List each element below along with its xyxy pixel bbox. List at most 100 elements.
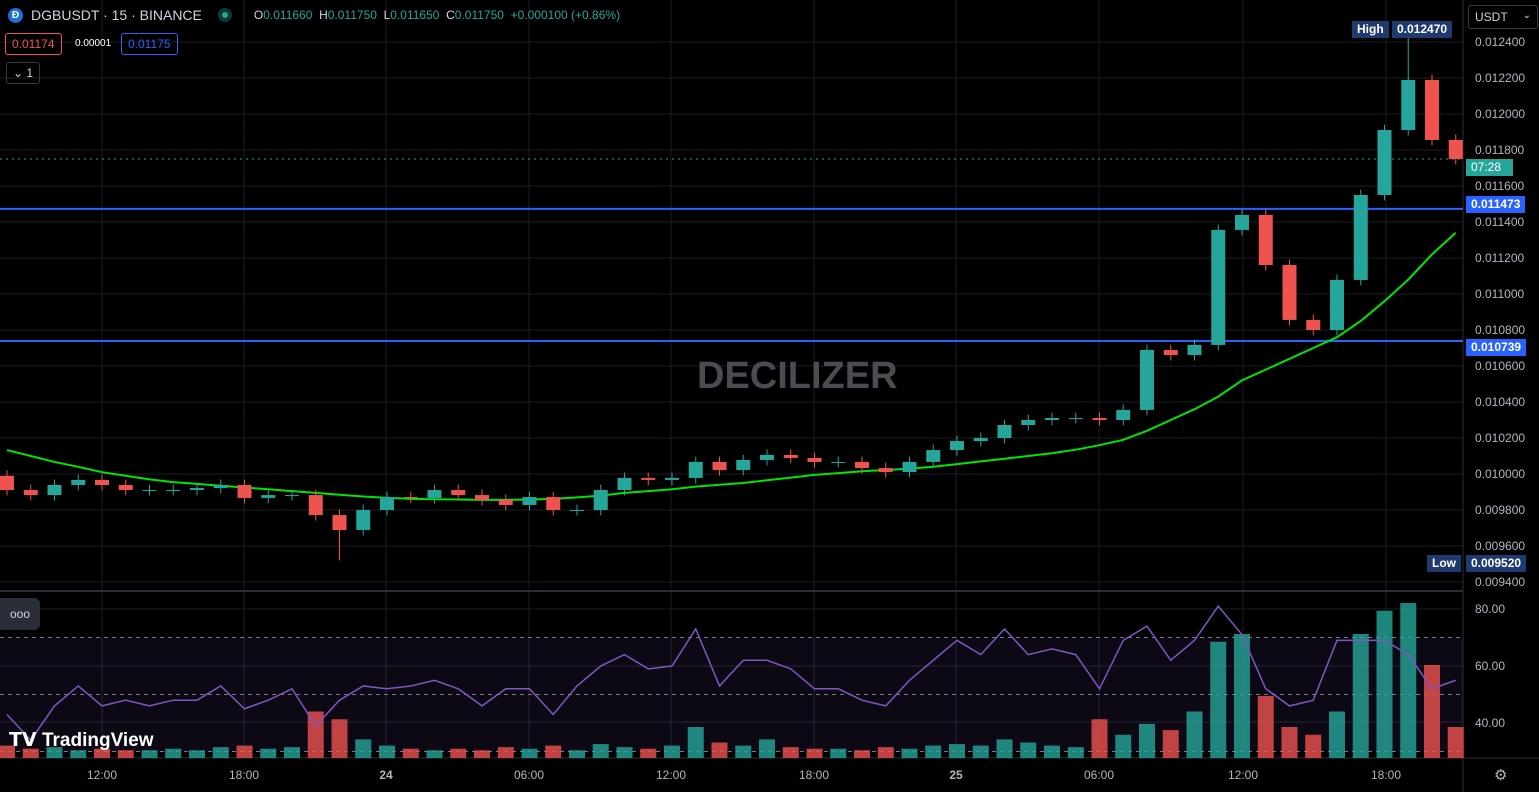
volume-bar (735, 745, 752, 758)
candle-body (1092, 418, 1107, 420)
candle (1163, 344, 1178, 361)
candle (1092, 412, 1107, 426)
candle-body (213, 484, 228, 489)
candle (1116, 404, 1131, 426)
candle-body (23, 490, 38, 496)
candle-body (570, 510, 584, 511)
tradingview-logo-icon: 𝗧𝗩 (9, 730, 42, 751)
candle (902, 456, 917, 478)
candle-body (926, 450, 941, 462)
chevron-down-icon: ⌄ (13, 66, 24, 80)
candle (190, 482, 204, 496)
candle (356, 504, 371, 536)
price-tick-label: 0.009800 (1475, 503, 1525, 517)
candle-body (712, 461, 727, 471)
low-value-label: 0.009520 (1466, 555, 1527, 572)
candle-body (1235, 214, 1249, 230)
candle (1235, 209, 1249, 236)
volume-bar (1257, 696, 1274, 758)
candle (403, 491, 418, 504)
currency-select[interactable]: USDT ⌄ (1468, 5, 1538, 29)
candle (593, 484, 608, 516)
candle (617, 472, 632, 496)
candle (736, 454, 751, 476)
candle (427, 484, 442, 504)
candle (665, 472, 679, 486)
volume-bar (141, 750, 158, 758)
candle (1377, 124, 1392, 201)
price-tick-label: 0.011000 (1475, 287, 1524, 301)
buy-button[interactable]: 0.01175 (121, 33, 178, 55)
candle (1425, 74, 1439, 146)
price-tick-label: 0.012200 (1475, 71, 1525, 85)
price-tick-label: 0.010200 (1475, 431, 1525, 445)
volume-bar (1305, 734, 1322, 758)
volume-bar (284, 747, 300, 758)
volume-bar (521, 748, 538, 758)
sell-button[interactable]: 0.01174 (5, 33, 62, 55)
volume-bar (996, 739, 1013, 758)
volume-bar (1091, 719, 1108, 758)
candle-body (71, 479, 86, 485)
collapse-indicators-button[interactable]: ⌄ 1 (6, 62, 41, 84)
candle-body (1401, 79, 1416, 131)
candle-body (1282, 265, 1297, 320)
candle (712, 456, 727, 476)
candle (1330, 274, 1344, 336)
volume-bar (1400, 603, 1417, 758)
candle-body (451, 490, 466, 496)
volume-bar (830, 748, 847, 758)
candle (807, 452, 822, 468)
volume-bar (117, 750, 134, 758)
hline-2-label[interactable]: 0.010739 (1466, 339, 1527, 356)
symbol-title[interactable]: DGBUSDT · 15 · BINANCE (31, 7, 202, 23)
volume-bar (1044, 745, 1060, 758)
candle (1211, 224, 1226, 351)
candle-body (356, 510, 371, 530)
candle (570, 504, 584, 516)
candle-body (807, 457, 822, 462)
tradingview-logo[interactable]: 𝗧𝗩 TradingView (9, 730, 154, 751)
candle-body (237, 484, 252, 498)
indicator-menu-button[interactable]: ooo (0, 598, 40, 630)
rsi-tick-label: 60.00 (1475, 659, 1505, 673)
candle-body (261, 495, 276, 498)
candle (47, 479, 62, 501)
candle-body (380, 497, 394, 510)
volume-bar (1329, 711, 1345, 758)
rsi-line (6, 604, 1457, 742)
candle-body (617, 477, 632, 491)
candle (1353, 189, 1368, 286)
candle (308, 489, 323, 521)
candle (285, 489, 299, 501)
volume-bar (592, 744, 609, 758)
volume-bar (925, 745, 942, 758)
candle (332, 509, 347, 561)
volume-bar (711, 742, 728, 758)
settings-gear-icon[interactable]: ⚙ (1494, 767, 1508, 784)
candle-body (522, 497, 537, 505)
candle-body (190, 488, 204, 491)
candle (1258, 209, 1273, 271)
price-tick-label: 0.012000 (1475, 107, 1525, 121)
candle (973, 432, 988, 447)
hline-1-label[interactable]: 0.011473 (1466, 196, 1526, 213)
volume-bar (46, 747, 63, 758)
legend-header: Đ DGBUSDT · 15 · BINANCE O0.011660 H0.01… (8, 7, 620, 23)
volume-bar (1281, 727, 1298, 758)
time-tick-label: 12:00 (1228, 768, 1258, 782)
volume-bar (331, 719, 348, 758)
volume-bar (1115, 734, 1132, 758)
volume-bar (1186, 711, 1203, 758)
candle (498, 494, 513, 511)
candle-body (1021, 420, 1036, 426)
time-tick-label: 18:00 (229, 768, 259, 782)
candle-body (332, 515, 347, 530)
candle-body (403, 497, 418, 499)
candle-body (0, 475, 14, 491)
candle-body (593, 490, 608, 510)
price-tick-label: 0.009600 (1475, 539, 1525, 553)
candle-body (736, 459, 751, 471)
candle-body (142, 490, 157, 492)
